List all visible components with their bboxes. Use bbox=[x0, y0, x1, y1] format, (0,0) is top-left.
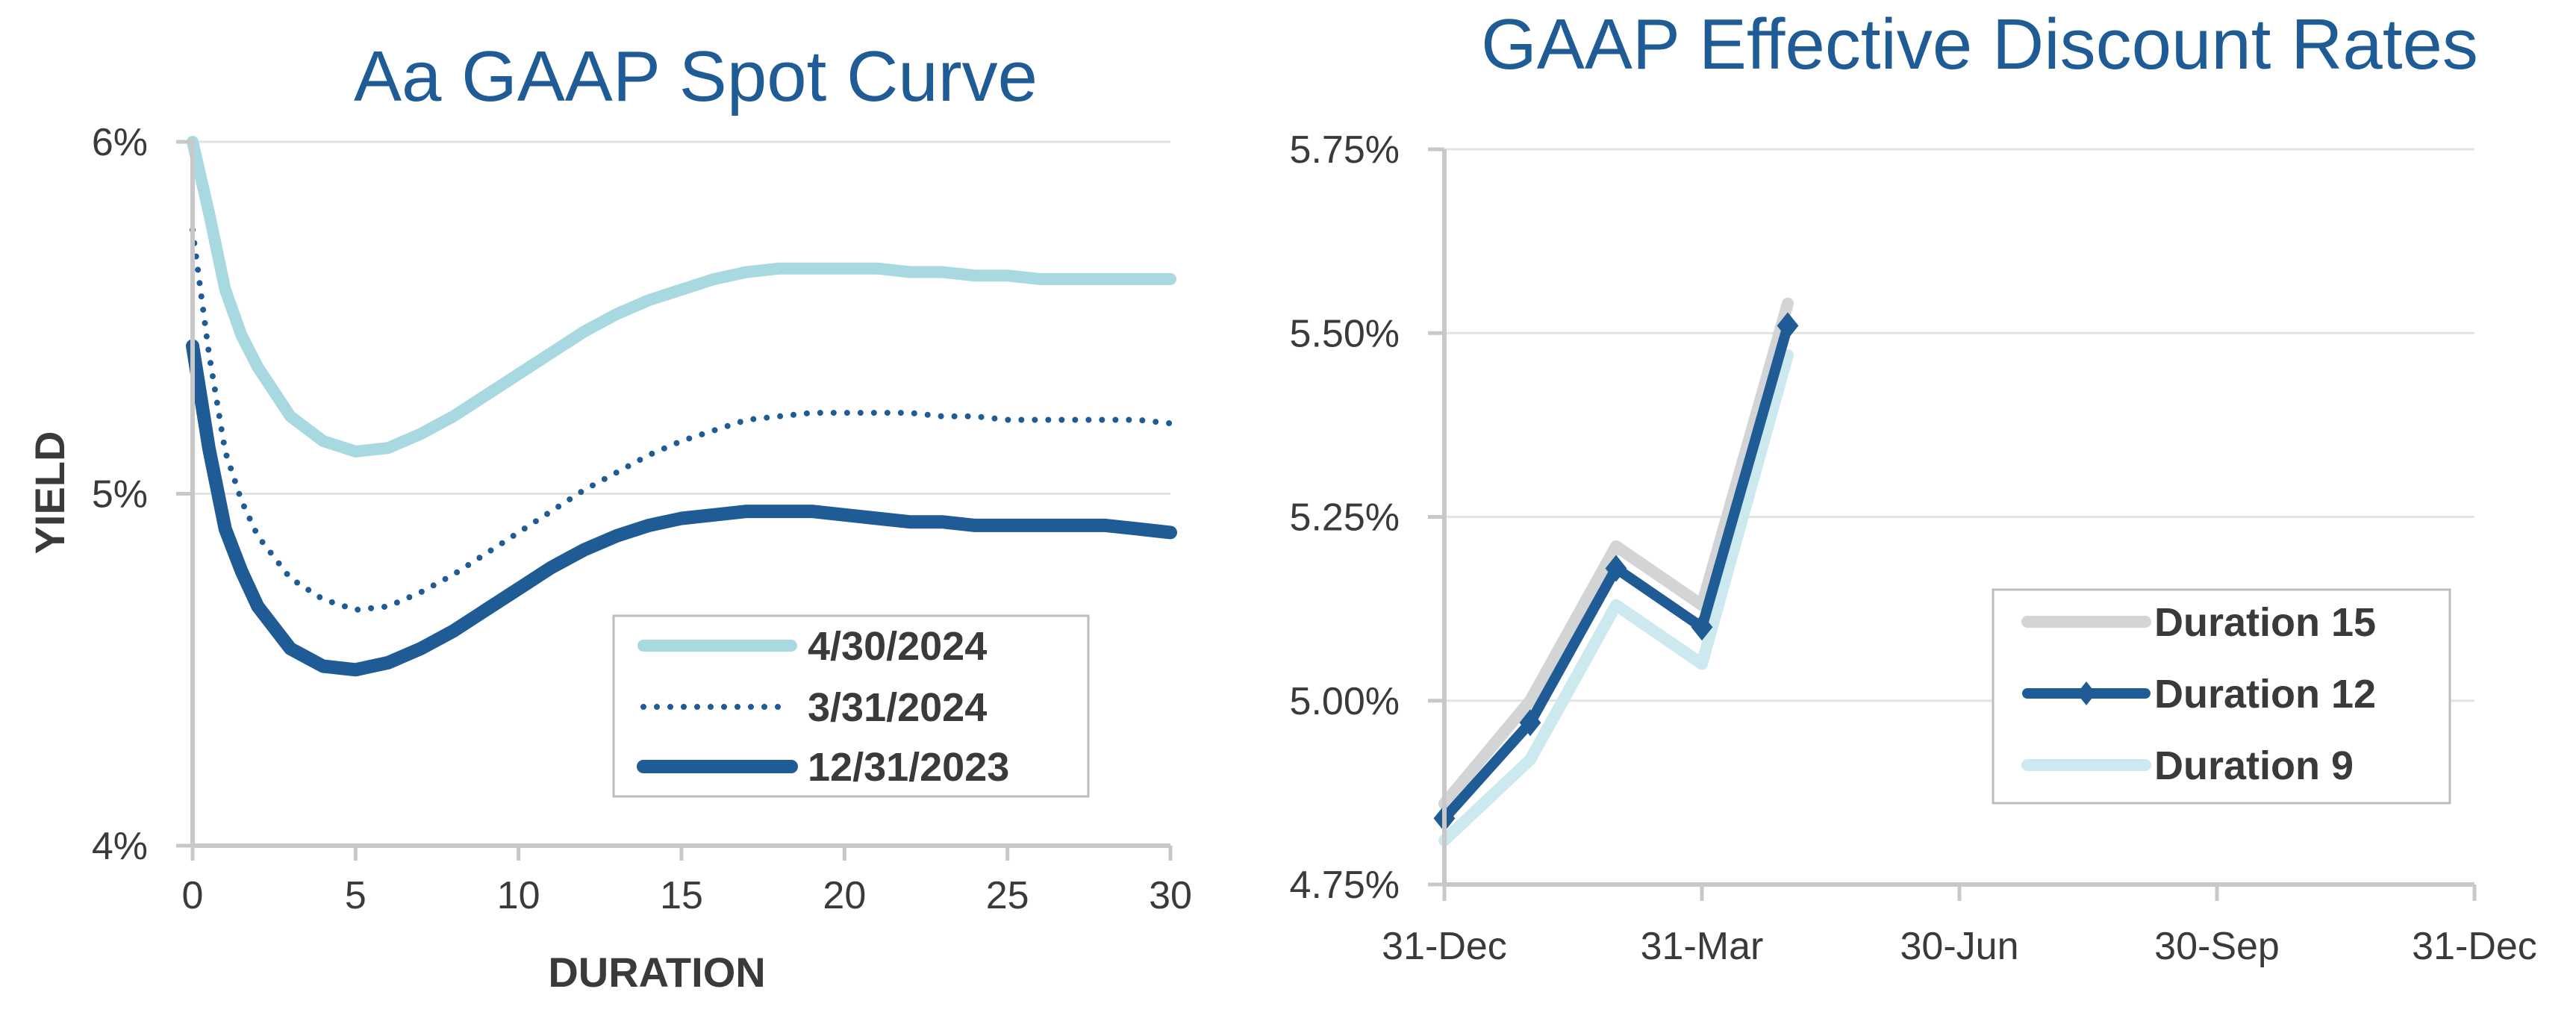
x-tick-label-0: 0 bbox=[182, 874, 204, 917]
spot-curve-legend: 4/30/2024 3/31/2024 12/31/2023 bbox=[612, 614, 1090, 798]
legend-label-duration-12: Duration 12 bbox=[2154, 672, 2376, 717]
spot-curve-x-axis-label: DURATION bbox=[548, 949, 765, 996]
legend-label-3-31-2024: 3/31/2024 bbox=[808, 685, 987, 730]
spot-curve-x-ticks: 0 5 10 15 20 25 30 bbox=[182, 846, 1192, 917]
discount-rates-y-ticks: 4.75% 5.00% 5.25% 5.50% 5.75% bbox=[1290, 128, 1444, 907]
x-tick-label-5: 5 bbox=[345, 874, 367, 917]
x-tick-label-30: 30 bbox=[1149, 874, 1192, 917]
y-tick-label-5-75: 5.75% bbox=[1290, 128, 1400, 172]
x-tick-label-31-dec-0: 31-Dec bbox=[1382, 925, 1507, 968]
y-tick-label-5: 5% bbox=[92, 473, 148, 517]
y-tick-label-5-50: 5.50% bbox=[1290, 312, 1400, 355]
y-tick-label-4: 4% bbox=[92, 825, 148, 868]
point-duration-12-2 bbox=[1605, 555, 1627, 582]
spot-curve-y-ticks: 4% 5% 6% bbox=[92, 121, 193, 868]
x-tick-label-15: 15 bbox=[660, 874, 703, 917]
y-tick-label-5-00: 5.00% bbox=[1290, 680, 1400, 723]
discount-rates-chart: GAAP Effective Discount Rates 4.75% 5.00%… bbox=[1290, 4, 2537, 968]
point-duration-12-4 bbox=[1777, 312, 1799, 340]
discount-rates-legend: Duration 15 Duration 12 Duration 9 bbox=[1992, 588, 2451, 805]
spot-curve-chart: Aa GAAP Spot Curve 4% 5% 6% 0 5 10 15 20 25 30 D… bbox=[26, 37, 1192, 996]
x-tick-label-30-jun-2: 30-Jun bbox=[1900, 925, 2019, 968]
x-tick-label-31-mar-1: 31-Mar bbox=[1641, 925, 1764, 968]
y-tick-label-6: 6% bbox=[92, 121, 148, 164]
spot-curve-series bbox=[186, 136, 1177, 677]
y-tick-label-4-75: 4.75% bbox=[1290, 864, 1400, 907]
spot-curve-gridlines bbox=[193, 140, 1170, 495]
y-tick-label-5-25: 5.25% bbox=[1290, 496, 1400, 540]
x-tick-label-20: 20 bbox=[823, 874, 866, 917]
series-line-duration-9 bbox=[1438, 349, 1794, 846]
series-line-12-31-2023 bbox=[186, 339, 1177, 677]
x-tick-label-30-sep-3: 30-Sep bbox=[2154, 925, 2280, 968]
discount-rates-x-ticks: 31-Dec 31-Mar 30-Jun 30-Sep 31-Dec bbox=[1382, 884, 2537, 968]
legend-label-4-30-2024: 4/30/2024 bbox=[808, 624, 987, 669]
x-tick-label-10: 10 bbox=[497, 874, 540, 917]
legend-marker-duration-12 bbox=[2077, 681, 2096, 705]
series-line-duration-15 bbox=[1438, 297, 1794, 810]
x-tick-label-31-dec-4: 31-Dec bbox=[2412, 925, 2537, 968]
spot-curve-title: Aa GAAP Spot Curve bbox=[354, 37, 1038, 116]
discount-rates-series bbox=[1433, 297, 1799, 846]
legend-label-12-31-2023: 12/31/2023 bbox=[808, 745, 1009, 790]
legend-label-duration-9: Duration 9 bbox=[2154, 743, 2354, 788]
x-tick-label-25: 25 bbox=[986, 874, 1029, 917]
series-line-3-31-2024 bbox=[190, 226, 1173, 614]
series-line-4-30-2024 bbox=[187, 136, 1176, 458]
point-duration-12-3 bbox=[1691, 614, 1713, 641]
point-duration-12-1 bbox=[1519, 709, 1541, 737]
spot-curve-y-axis-label: YIELD bbox=[26, 431, 73, 555]
legend-label-duration-15: Duration 15 bbox=[2154, 600, 2376, 645]
discount-rates-title: GAAP Effective Discount Rates bbox=[1481, 4, 2478, 84]
